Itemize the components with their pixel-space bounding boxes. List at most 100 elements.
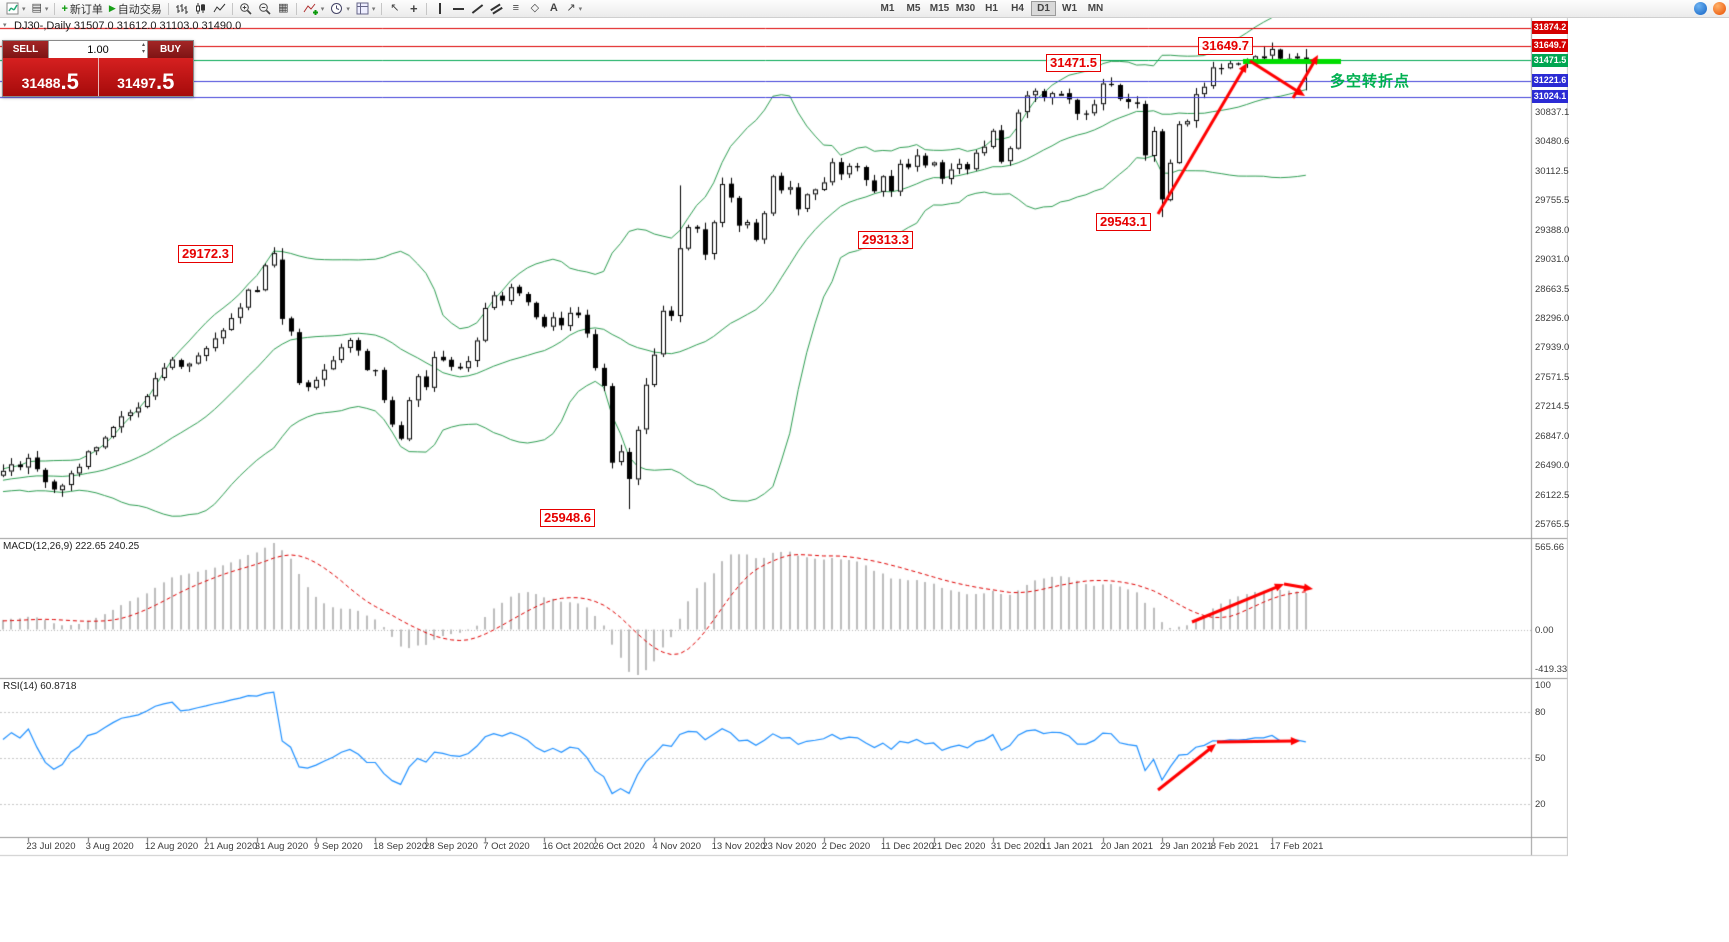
sell-button[interactable]: SELL [3,41,48,58]
buy-price-button[interactable]: 31497 .5 [98,58,193,96]
fibonacci-button[interactable]: ≡ [506,1,525,17]
arrows-button[interactable]: ↗ ▾ [563,1,585,17]
bar-chart-mode-button[interactable] [172,1,191,17]
chart-ohlc-header: DJ30-,Daily 31507.0 31612.0 31103.0 3149… [14,20,242,32]
shapes-button[interactable]: ◇ [525,1,544,17]
one-click-top-row: SELL 1.00 ▴ ▾ BUY [3,41,193,58]
fibonacci-icon: ≡ [512,2,520,14]
line-chart-mode-button[interactable] [210,1,229,17]
timeframe-h1-button[interactable]: H1 [979,1,1004,16]
chart-canvas[interactable] [0,0,1568,860]
tile-windows-icon: ▦ [278,2,289,14]
macd-values: 222.65 240.25 [75,541,140,552]
toolbar: ▾ ▤ ▾ + 新订单 ▶ 自动交易 [0,0,1729,18]
zoom-in-icon [239,3,252,15]
rsi-value: 60.8718 [40,681,77,692]
autotrading-button[interactable]: ▶ 自动交易 [106,1,165,17]
bar-chart-icon [175,4,188,14]
timeframe-mn-button[interactable]: MN [1083,1,1108,16]
periods-button[interactable]: ▾ [327,1,353,17]
timeframe-m30-button[interactable]: M30 [953,1,978,16]
timeframe-w1-button[interactable]: W1 [1057,1,1082,16]
trendline-icon [472,3,484,14]
dropdown-icon: ▾ [371,5,376,13]
spin-down-icon: ▾ [141,49,145,55]
zoom-out-icon [258,3,271,15]
one-click-prices: 31488 .5 31497 .5 [3,58,193,96]
toolbar-left-group: ▾ ▤ ▾ + 新订单 ▶ 自动交易 [3,0,875,17]
vertical-line-button[interactable] [430,1,449,17]
new-order-button[interactable]: + 新订单 [58,1,105,17]
volume-input[interactable]: 1.00 ▴ ▾ [48,41,148,58]
toolbar-separator [167,2,169,15]
indicators-button[interactable]: ▾ [300,1,328,17]
buy-price-fraction: .5 [156,69,175,94]
sell-price-button[interactable]: 31488 .5 [3,58,99,96]
sell-price-fraction: .5 [60,69,79,94]
dropdown-icon: ▾ [22,5,26,13]
zoom-in-button[interactable] [236,1,255,17]
one-click-toggle[interactable]: ▾ [3,22,7,29]
timeframe-h4-button[interactable]: H4 [1005,1,1030,16]
buy-price-main: 31497 [117,75,157,91]
new-chart-icon [6,2,19,15]
templates-button[interactable]: ▾ [353,1,379,17]
zoom-out-button[interactable] [255,1,274,17]
cursor-icon: ↖ [390,2,400,14]
trendline-button[interactable] [468,1,487,17]
search-icon[interactable] [1694,2,1707,15]
timeframe-toolbar: M1 M5 M15 M30 H1 H4 D1 W1 MN [875,1,1108,16]
candlestick-icon [195,3,205,14]
autotrading-label: 自动交易 [117,3,162,16]
arrow-tool-icon: ↗ [566,2,576,14]
timeframe-d1-button[interactable]: D1 [1031,1,1056,16]
profiles-button[interactable]: ▤ ▾ [29,1,52,17]
timeframe-m5-button[interactable]: M5 [901,1,926,16]
volume-value: 1.00 [87,43,109,56]
timeframe-m1-button[interactable]: M1 [875,1,900,16]
crosshair-icon: + [410,1,418,16]
cursor-button[interactable]: ↖ [385,1,404,17]
dropdown-icon: ▾ [346,5,350,13]
line-chart-icon [213,3,226,13]
channel-button[interactable] [487,1,506,17]
horizontal-line-icon [453,7,465,10]
one-click-trading-panel: SELL 1.00 ▴ ▾ BUY 31488 .5 31497 .5 [2,40,194,97]
turning-point-annotation[interactable]: 多空转折点 [1330,73,1411,90]
shapes-icon: ◇ [530,2,540,14]
new-chart-button[interactable]: ▾ [3,1,29,17]
candlestick-mode-button[interactable] [191,1,210,17]
indicators-icon [303,3,318,15]
buy-button[interactable]: BUY [148,41,193,58]
new-order-icon: + [61,2,68,15]
macd-axis-max: 565.66 [1535,542,1565,553]
sell-price-main: 31488 [21,75,61,91]
toolbar-separator [381,2,383,15]
horizontal-line-button[interactable] [449,1,468,17]
clock-icon [331,3,343,14]
template-icon [356,2,369,15]
dropdown-icon: ▾ [320,5,325,13]
autotrading-icon: ▶ [108,3,116,13]
text-icon: A [549,2,558,14]
toolbar-separator [295,2,297,15]
macd-axis-min: -419.33 [1535,664,1568,675]
spin-up-icon: ▴ [141,42,145,48]
tile-windows-button[interactable]: ▦ [274,1,293,17]
vertical-line-icon [438,3,441,14]
profiles-icon: ▤ [31,2,42,14]
timeframe-m15-button[interactable]: M15 [927,1,952,16]
rsi-label: RSI(14) 60.8718 [3,681,76,692]
toolbar-separator [231,2,233,15]
rsi-name: RSI(14) [3,681,38,692]
macd-label: MACD(12,26,9) 222.65 240.25 [3,541,139,552]
dropdown-icon: ▾ [44,5,49,13]
macd-axis-zero: 0.00 [1535,624,1554,636]
community-icon[interactable] [1713,2,1726,15]
dropdown-icon: ▾ [578,5,583,13]
volume-spinner[interactable]: ▴ ▾ [142,42,145,56]
macd-name: MACD(12,26,9) [3,541,73,552]
toolbar-separator [54,2,56,15]
text-button[interactable]: A [544,1,563,17]
crosshair-button[interactable]: + [404,1,423,17]
